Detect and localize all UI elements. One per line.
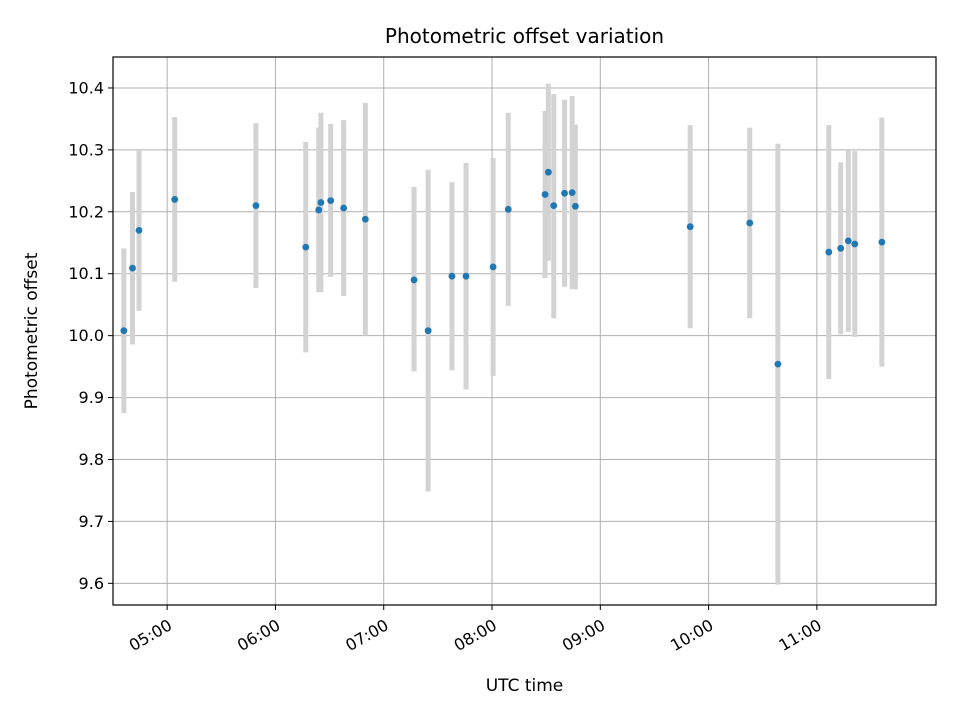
data-points <box>120 168 886 368</box>
data-point <box>448 272 456 280</box>
data-point <box>317 199 325 206</box>
data-point <box>541 191 549 198</box>
data-point <box>837 244 845 252</box>
y-tick-label: 10.1 <box>68 264 104 283</box>
plot-frame <box>112 56 937 606</box>
y-tick-label: 10.3 <box>68 140 104 159</box>
data-point <box>340 204 348 212</box>
data-point <box>410 276 418 284</box>
data-point <box>252 202 260 210</box>
data-point <box>462 272 470 280</box>
y-tick-label: 9.8 <box>79 450 104 469</box>
y-tick-label: 10.4 <box>68 78 104 97</box>
data-point <box>129 264 136 272</box>
data-point <box>851 240 859 248</box>
y-tick-label: 9.9 <box>79 388 104 407</box>
y-tick-label: 9.7 <box>79 512 104 531</box>
data-point <box>686 223 694 231</box>
data-point <box>302 243 310 251</box>
grid-lines <box>113 57 936 605</box>
data-point <box>135 226 143 234</box>
axis-ticks: 05:00 06:00 07:00 08:00 09:00 10:00 11:009.69.… <box>68 78 825 654</box>
data-point <box>489 263 497 271</box>
data-point <box>746 219 754 227</box>
data-point <box>120 327 128 335</box>
data-point <box>774 360 782 368</box>
x-axis-label: UTC time <box>486 676 564 696</box>
data-point <box>561 189 568 197</box>
data-point <box>327 197 335 205</box>
data-point <box>825 248 833 256</box>
chart-title: Photometric offset variation <box>385 24 664 48</box>
data-point <box>550 202 558 210</box>
data-point <box>315 206 323 214</box>
y-tick-label: 10.0 <box>68 326 104 345</box>
data-point <box>844 237 852 245</box>
data-point <box>544 168 552 176</box>
data-point <box>171 196 179 203</box>
data-point <box>361 215 369 223</box>
y-tick-label: 10.2 <box>68 202 104 221</box>
data-point <box>878 238 886 246</box>
data-point <box>424 327 432 335</box>
data-point <box>504 205 512 213</box>
data-point <box>571 202 579 210</box>
data-point <box>568 189 576 197</box>
y-tick-label: 9.6 <box>79 574 104 593</box>
y-axis-label: Photometric offset <box>22 252 42 409</box>
